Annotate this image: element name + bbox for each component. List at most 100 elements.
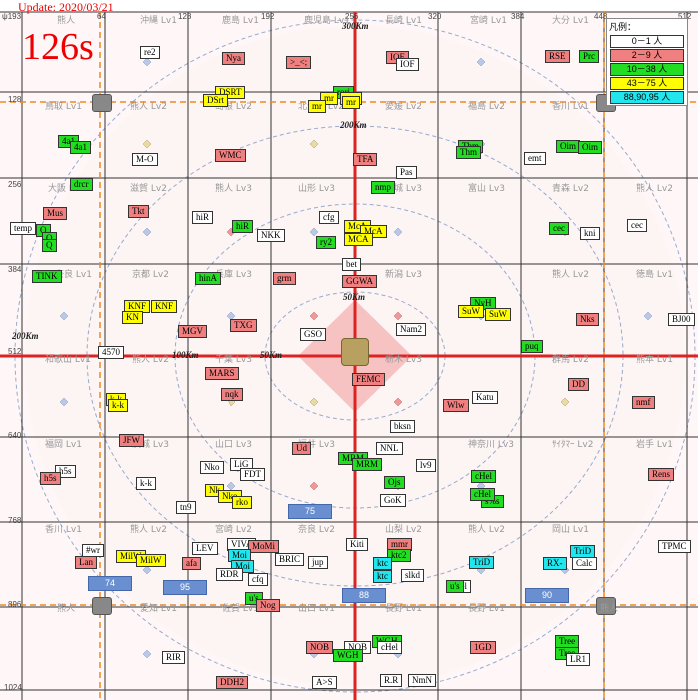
guild-label[interactable]: mr bbox=[342, 96, 360, 109]
attack-count-box[interactable]: 75 bbox=[288, 504, 332, 519]
guild-label[interactable]: Katu bbox=[472, 391, 498, 404]
guild-label[interactable]: TINK bbox=[32, 270, 62, 283]
castle-icon[interactable] bbox=[596, 597, 616, 615]
guild-label[interactable]: NKK bbox=[257, 229, 285, 242]
guild-label[interactable]: Kiti bbox=[346, 538, 369, 551]
guild-label[interactable]: cHel bbox=[377, 641, 402, 654]
guild-label[interactable]: Prc bbox=[579, 50, 599, 63]
guild-label[interactable]: MCA bbox=[344, 233, 373, 246]
guild-label[interactable]: Oim bbox=[578, 141, 603, 154]
guild-label[interactable]: Ojs bbox=[384, 476, 405, 489]
guild-label[interactable]: NOB bbox=[306, 641, 334, 654]
guild-label[interactable]: bet bbox=[342, 258, 361, 271]
guild-label[interactable]: DDH2 bbox=[216, 676, 248, 689]
guild-label[interactable]: TriD bbox=[469, 556, 495, 569]
guild-label[interactable]: DD bbox=[568, 378, 589, 391]
guild-label[interactable]: JFW bbox=[119, 434, 145, 447]
guild-label[interactable]: GoK bbox=[380, 494, 406, 507]
guild-label[interactable]: nmf bbox=[632, 396, 655, 409]
guild-label[interactable]: KNF bbox=[151, 300, 178, 313]
guild-label[interactable]: hiR bbox=[192, 211, 214, 224]
guild-label[interactable]: LR1 bbox=[566, 653, 591, 666]
attack-count-box[interactable]: 74 bbox=[88, 576, 132, 591]
guild-label[interactable]: cec bbox=[627, 219, 647, 232]
guild-label[interactable]: LEV bbox=[192, 542, 218, 555]
guild-label[interactable]: 4570 bbox=[98, 346, 124, 359]
guild-label[interactable]: drcr bbox=[70, 178, 93, 191]
guild-label[interactable]: hinA bbox=[195, 272, 221, 285]
guild-label[interactable]: FDT bbox=[240, 468, 266, 481]
guild-label[interactable]: SuW bbox=[485, 308, 511, 321]
guild-label[interactable]: k-k bbox=[108, 399, 128, 412]
guild-label[interactable]: M-O bbox=[132, 153, 158, 166]
guild-label[interactable]: Nam2 bbox=[396, 323, 426, 336]
guild-label[interactable]: >_<; bbox=[286, 56, 312, 69]
guild-label[interactable]: cfq bbox=[248, 573, 268, 586]
guild-label[interactable]: FEMC bbox=[352, 373, 385, 386]
guild-label[interactable]: emt bbox=[524, 152, 546, 165]
guild-label[interactable]: nqk bbox=[221, 388, 243, 401]
guild-label[interactable]: SuW bbox=[458, 305, 484, 318]
guild-label[interactable]: Nya bbox=[222, 52, 245, 65]
guild-label[interactable]: puq bbox=[521, 340, 543, 353]
guild-label[interactable]: Lan bbox=[75, 556, 97, 569]
guild-label[interactable]: ktc2 bbox=[387, 549, 411, 562]
guild-label[interactable]: TFA bbox=[353, 153, 378, 166]
guild-label[interactable]: BJ00 bbox=[668, 313, 695, 326]
guild-label[interactable]: WMC bbox=[215, 149, 246, 162]
guild-label[interactable]: mr bbox=[308, 100, 326, 113]
guild-label[interactable]: KN bbox=[122, 311, 143, 324]
castle-icon[interactable] bbox=[92, 597, 112, 615]
guild-label[interactable]: A>S bbox=[312, 676, 337, 689]
guild-label[interactable]: Q bbox=[42, 239, 57, 252]
guild-label[interactable]: RIR bbox=[162, 651, 186, 664]
guild-label[interactable]: MARS bbox=[205, 367, 239, 380]
guild-label[interactable]: Oim bbox=[556, 140, 581, 153]
guild-label[interactable]: afa bbox=[182, 557, 201, 570]
guild-label[interactable]: DSrt bbox=[203, 94, 229, 107]
guild-label[interactable]: IOF bbox=[396, 58, 419, 71]
guild-label[interactable]: Calc bbox=[572, 557, 597, 570]
attack-count-box[interactable]: 90 bbox=[525, 588, 569, 603]
guild-label[interactable]: BRIC bbox=[275, 553, 305, 566]
attack-count-box[interactable]: 95 bbox=[163, 580, 207, 595]
guild-label[interactable]: ktc bbox=[373, 570, 392, 583]
guild-label[interactable]: Nog bbox=[256, 599, 280, 612]
guild-label[interactable]: Pas bbox=[396, 166, 417, 179]
guild-label[interactable]: tn9 bbox=[176, 501, 196, 514]
guild-label[interactable]: cHel bbox=[470, 488, 495, 501]
guild-label[interactable]: kni bbox=[580, 227, 600, 240]
guild-label[interactable]: nmp bbox=[371, 181, 396, 194]
attack-count-box[interactable]: 88 bbox=[342, 588, 386, 603]
capital-castle-icon[interactable] bbox=[341, 338, 369, 366]
guild-label[interactable]: Tkt bbox=[128, 205, 149, 218]
guild-label[interactable]: temp bbox=[10, 222, 36, 235]
guild-label[interactable]: TXG bbox=[230, 319, 257, 332]
guild-label[interactable]: MGV bbox=[178, 325, 208, 338]
guild-label[interactable]: rko bbox=[232, 496, 252, 509]
guild-label[interactable]: cfg bbox=[319, 211, 339, 224]
guild-label[interactable]: GSO bbox=[300, 328, 327, 341]
guild-label[interactable]: cHel bbox=[471, 470, 496, 483]
guild-label[interactable]: 1GD bbox=[470, 641, 496, 654]
guild-label[interactable]: NmN bbox=[408, 674, 436, 687]
guild-label[interactable]: u's bbox=[446, 580, 464, 593]
guild-label[interactable]: slkd bbox=[401, 569, 425, 582]
guild-label[interactable]: jup bbox=[308, 556, 328, 569]
guild-label[interactable]: Nko bbox=[200, 461, 224, 474]
guild-label[interactable]: Rens bbox=[648, 468, 674, 481]
guild-label[interactable]: re2 bbox=[140, 46, 160, 59]
guild-label[interactable]: h5s bbox=[40, 472, 61, 485]
guild-label[interactable]: grm bbox=[273, 272, 296, 285]
guild-label[interactable]: lv9 bbox=[416, 459, 436, 472]
guild-label[interactable]: hiR bbox=[232, 220, 254, 233]
guild-label[interactable]: Wlw bbox=[443, 399, 469, 412]
guild-label[interactable]: MilW bbox=[136, 554, 166, 567]
guild-label[interactable]: ry2 bbox=[316, 236, 336, 249]
guild-label[interactable]: MoMi bbox=[248, 540, 280, 553]
guild-label[interactable]: bksn bbox=[390, 420, 416, 433]
guild-label[interactable]: R.R bbox=[380, 674, 403, 687]
guild-label[interactable]: WGH bbox=[333, 649, 363, 662]
guild-label[interactable]: RDR bbox=[216, 568, 243, 581]
guild-label[interactable]: 4a1 bbox=[70, 141, 91, 154]
